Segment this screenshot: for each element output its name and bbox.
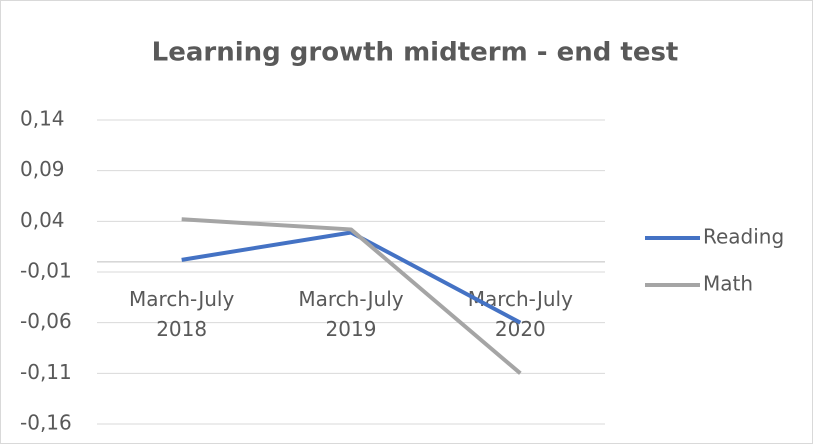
y-tick-label: -0,01: [20, 259, 72, 283]
line-series: [181, 230, 522, 325]
line-series: [181, 217, 522, 375]
y-tick-label: -0,11: [20, 360, 72, 384]
legend-label: Reading: [703, 225, 784, 249]
y-tick-label: 0,09: [20, 157, 65, 181]
chart-title: Learning growth midterm - end test: [152, 38, 679, 68]
x-tick-label: March-July 2019: [298, 286, 403, 340]
x-tick-label: March-July 2020: [468, 286, 573, 340]
y-tick-label: -0,16: [20, 411, 72, 435]
y-tick-label: 0,14: [20, 107, 65, 131]
y-tick-label: 0,04: [20, 208, 65, 232]
legend-label: Math: [703, 272, 753, 296]
x-tick-label: March-July 2018: [129, 286, 234, 340]
y-tick-label: -0,06: [20, 309, 72, 333]
